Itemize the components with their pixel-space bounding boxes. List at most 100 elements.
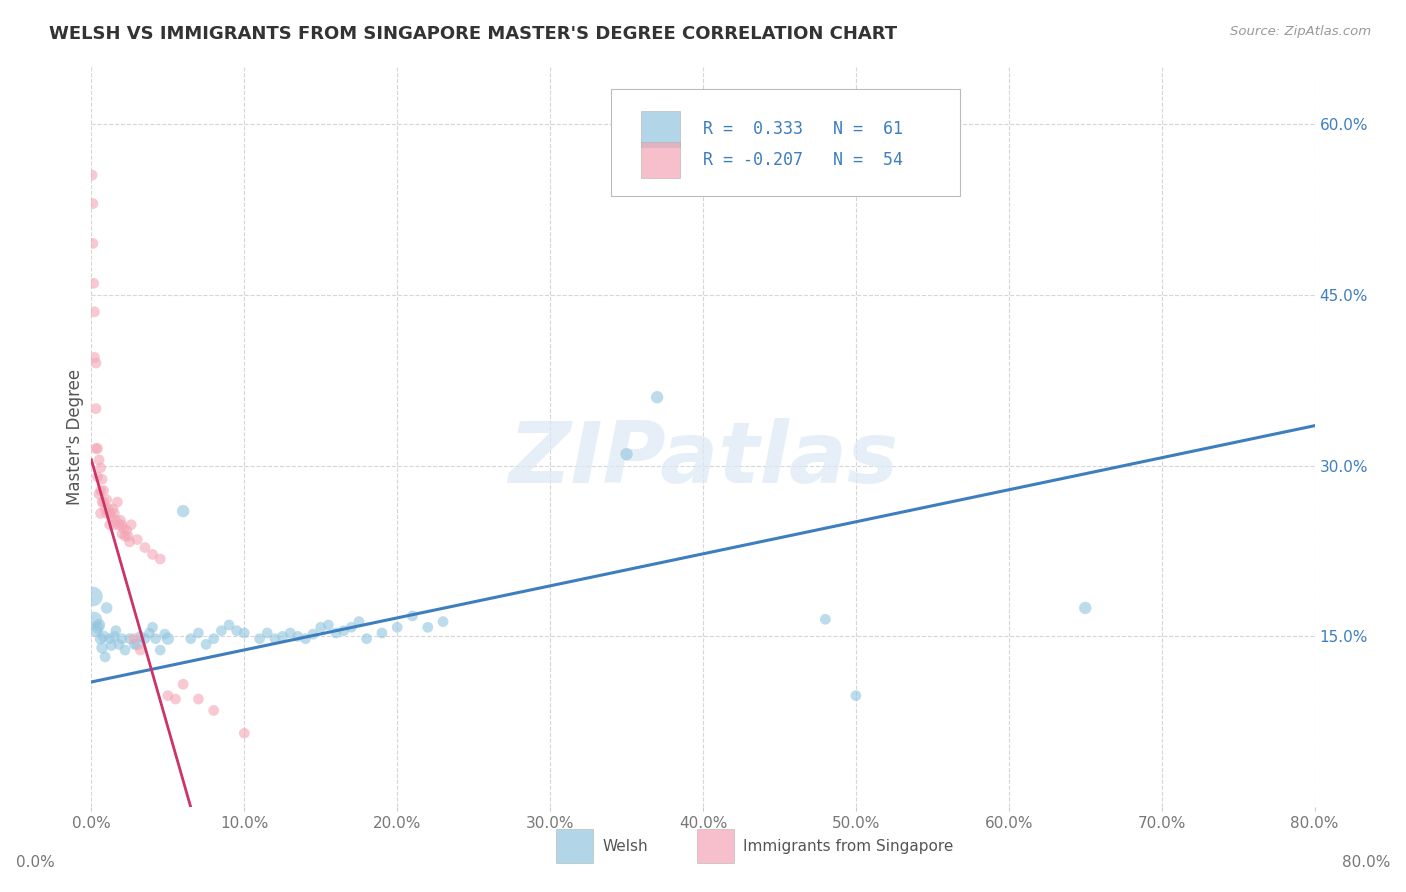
Point (84, 401, 107, 416)
Point (86, 442, 108, 456)
Point (385, 620, 409, 634)
FancyBboxPatch shape (641, 143, 679, 178)
Point (122, 632, 145, 646)
Point (127, 637, 149, 651)
Point (165, 692, 187, 706)
Point (83, 277, 105, 291)
Point (98, 507, 121, 521)
Point (256, 626, 278, 640)
Text: R =  0.333   N =  61: R = 0.333 N = 61 (703, 120, 903, 138)
Point (845, 689, 868, 703)
Point (97, 501, 120, 516)
Point (287, 629, 309, 643)
Point (156, 689, 179, 703)
Point (84, 356, 107, 370)
Text: WELSH VS IMMIGRANTS FROM SINGAPORE MASTER'S DEGREE CORRELATION CHART: WELSH VS IMMIGRANTS FROM SINGAPORE MASTE… (49, 25, 897, 43)
Point (93, 483, 115, 498)
Point (432, 615, 454, 629)
Point (309, 620, 332, 634)
Point (172, 504, 194, 518)
Point (86, 620, 108, 634)
Point (108, 517, 131, 532)
Point (98, 517, 121, 532)
Point (103, 629, 125, 643)
Point (111, 517, 134, 532)
Point (112, 521, 135, 535)
Point (122, 637, 145, 651)
Point (187, 626, 209, 640)
Point (127, 533, 149, 547)
Point (115, 524, 138, 538)
Text: 0.0%: 0.0% (15, 855, 55, 871)
Point (98, 632, 121, 646)
Point (104, 513, 127, 527)
Point (84, 442, 107, 456)
Point (96, 601, 118, 615)
Point (153, 627, 176, 641)
FancyBboxPatch shape (641, 112, 679, 147)
Point (371, 626, 394, 640)
Point (278, 626, 301, 640)
FancyBboxPatch shape (697, 830, 734, 863)
Point (91, 472, 114, 486)
Point (83, 612, 105, 626)
Point (141, 548, 163, 562)
Point (87, 618, 110, 632)
Point (347, 615, 370, 629)
Point (195, 637, 218, 651)
Point (104, 624, 127, 638)
Point (218, 618, 240, 632)
Point (111, 632, 134, 646)
Point (138, 626, 160, 640)
Point (100, 639, 122, 653)
Point (111, 527, 134, 541)
Point (202, 703, 225, 717)
Point (96, 507, 118, 521)
Point (91, 640, 114, 655)
Point (82, 196, 104, 211)
Point (87, 453, 110, 467)
Text: Immigrants from Singapore: Immigrants from Singapore (744, 839, 953, 854)
Point (616, 447, 638, 461)
Point (264, 632, 287, 646)
Point (325, 626, 347, 640)
Point (100, 509, 122, 524)
Point (233, 726, 256, 740)
Point (93, 629, 115, 643)
Point (129, 643, 152, 657)
FancyBboxPatch shape (557, 830, 593, 863)
Point (645, 390, 668, 404)
Point (86, 470, 108, 484)
Point (814, 612, 837, 626)
Point (120, 517, 142, 532)
Point (233, 626, 256, 640)
Point (134, 632, 156, 646)
Point (149, 643, 172, 657)
Point (249, 632, 271, 646)
Point (118, 632, 141, 646)
Point (103, 517, 125, 532)
Point (90, 460, 112, 475)
Point (101, 501, 124, 516)
Text: Welsh: Welsh (603, 839, 648, 854)
Point (401, 608, 423, 623)
Point (90, 632, 112, 646)
Point (108, 637, 131, 651)
Text: R = -0.207   N =  54: R = -0.207 N = 54 (703, 151, 903, 169)
Point (225, 624, 247, 638)
Text: 80.0%: 80.0% (1343, 855, 1391, 871)
Point (356, 632, 378, 646)
Point (83, 351, 105, 365)
Point (114, 643, 136, 657)
Text: ZIPatlas: ZIPatlas (508, 417, 898, 500)
Point (332, 624, 354, 638)
Point (91, 495, 114, 509)
Point (87, 487, 110, 501)
Point (134, 541, 156, 555)
Point (114, 529, 136, 543)
Point (1074, 601, 1097, 615)
Point (83, 305, 105, 319)
Point (294, 632, 316, 646)
Point (94, 501, 117, 516)
Point (129, 629, 152, 643)
